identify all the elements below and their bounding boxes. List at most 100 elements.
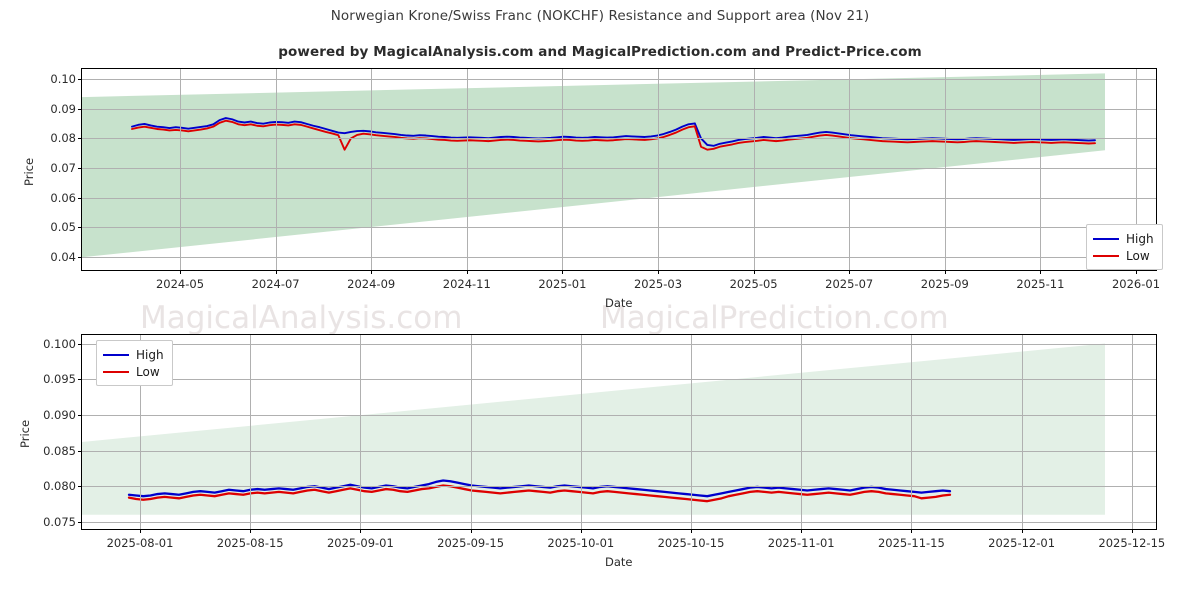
y-tick-label: 0.090 (43, 407, 76, 422)
y-axis-title: Price (22, 157, 36, 186)
x-tick-mark (180, 270, 181, 274)
x-tick-label: 2025-03 (633, 277, 683, 291)
x-tick-mark (250, 529, 252, 533)
legend-swatch-high-icon (1093, 237, 1119, 240)
x-tick-mark (371, 270, 373, 274)
band-resistance-support-faint (82, 343, 1105, 515)
x-tick-mark (691, 529, 692, 533)
gridline-vertical (911, 335, 913, 529)
series-line-low (127, 484, 952, 503)
gridline-vertical (470, 335, 472, 529)
gridline-horizontal (82, 108, 1156, 110)
gridline-vertical (753, 69, 755, 270)
x-tick-mark (140, 529, 141, 533)
y-tick-mark (78, 108, 82, 110)
y-tick-mark (78, 197, 82, 199)
x-tick-mark (562, 270, 564, 274)
gridline-vertical (1136, 69, 1137, 270)
detail-chart-gridlines (82, 335, 1156, 529)
legend-swatch-high-icon (103, 353, 129, 356)
legend-swatch-low-icon (1093, 254, 1119, 257)
x-tick-label: 2025-12-15 (1098, 536, 1166, 550)
legend-item-low[interactable]: Low (1093, 247, 1154, 264)
x-tick-mark (753, 270, 755, 274)
y-tick-label: 0.100 (43, 336, 76, 351)
y-tick-mark (78, 79, 82, 81)
gridline-horizontal (82, 197, 1156, 199)
x-axis-title: Date (605, 296, 633, 310)
y-tick-mark (78, 486, 82, 488)
x-tick-mark (1131, 529, 1133, 533)
gridline-vertical (801, 335, 803, 529)
y-tick-mark (78, 379, 82, 381)
y-tick-mark (78, 450, 82, 452)
x-tick-label: 2025-12-01 (988, 536, 1056, 550)
series-line-high (131, 117, 1096, 147)
gridline-vertical (944, 69, 946, 270)
x-tick-label: 2024-09 (347, 277, 396, 291)
gridline-vertical (371, 69, 373, 270)
y-tick-mark (78, 343, 82, 345)
y-tick-label: 0.08 (50, 131, 76, 146)
x-tick-mark (1021, 529, 1023, 533)
y-tick-label: 0.10 (50, 72, 76, 87)
gridline-horizontal (82, 521, 1156, 523)
y-tick-label: 0.07 (50, 161, 76, 176)
legend-label: High (1126, 231, 1154, 246)
gridline-vertical (1131, 335, 1133, 529)
x-tick-mark (275, 270, 277, 274)
x-tick-label: 2025-11-15 (877, 536, 945, 550)
y-tick-mark (78, 521, 82, 523)
y-tick-label: 0.06 (50, 190, 76, 205)
gridline-vertical (275, 69, 277, 270)
legend-item-high[interactable]: High (1093, 230, 1154, 247)
x-tick-label: 2024-07 (251, 277, 300, 291)
legend-label: Low (136, 364, 160, 379)
legend-label: Low (1126, 248, 1150, 263)
legend-label: High (136, 347, 164, 362)
y-tick-mark (78, 227, 82, 229)
gridline-horizontal (82, 486, 1156, 488)
legend-item-low[interactable]: Low (103, 363, 164, 380)
x-tick-label: 2025-10-15 (657, 536, 725, 550)
detail-chart-legend[interactable]: High Low (96, 340, 173, 386)
legend-swatch-low-icon (103, 370, 129, 373)
x-tick-label: 2025-08-15 (216, 536, 284, 550)
x-tick-label: 2025-11 (1016, 277, 1065, 291)
y-tick-mark (78, 256, 82, 258)
x-tick-label: 2025-05 (729, 277, 778, 291)
x-tick-label: 2024-11 (442, 277, 491, 291)
x-tick-mark (849, 270, 851, 274)
gridline-vertical (562, 69, 564, 270)
overview-chart-legend[interactable]: High Low (1086, 224, 1163, 270)
x-tick-label: 2025-10-01 (547, 536, 615, 550)
x-tick-mark (466, 270, 468, 274)
series-line-low (131, 119, 1096, 151)
gridline-vertical (1021, 335, 1023, 529)
y-tick-label: 0.080 (43, 479, 76, 494)
y-tick-label: 0.095 (43, 372, 76, 387)
x-tick-mark (1136, 270, 1137, 274)
y-axis-title: Price (18, 419, 32, 448)
gridline-vertical (691, 335, 692, 529)
x-tick-mark (360, 529, 362, 533)
x-tick-mark (911, 529, 913, 533)
x-tick-mark (470, 529, 472, 533)
gridline-vertical (580, 335, 582, 529)
x-tick-mark (580, 529, 582, 533)
overview-chart-plot-area (81, 68, 1157, 271)
legend-item-high[interactable]: High (103, 346, 164, 363)
gridline-vertical (140, 335, 141, 529)
gridline-horizontal (82, 168, 1156, 170)
gridline-horizontal (82, 227, 1156, 229)
y-tick-label: 0.09 (50, 101, 76, 116)
gridline-vertical (466, 69, 468, 270)
gridline-horizontal (82, 256, 1156, 258)
x-tick-mark (944, 270, 946, 274)
x-tick-label: 2025-09 (920, 277, 969, 291)
x-tick-label: 2024-05 (155, 277, 205, 291)
y-tick-mark (78, 138, 82, 140)
y-tick-mark (78, 168, 82, 170)
x-tick-label: 2025-01 (538, 277, 587, 291)
watermark-text: MagicalPrediction.com (600, 300, 949, 336)
